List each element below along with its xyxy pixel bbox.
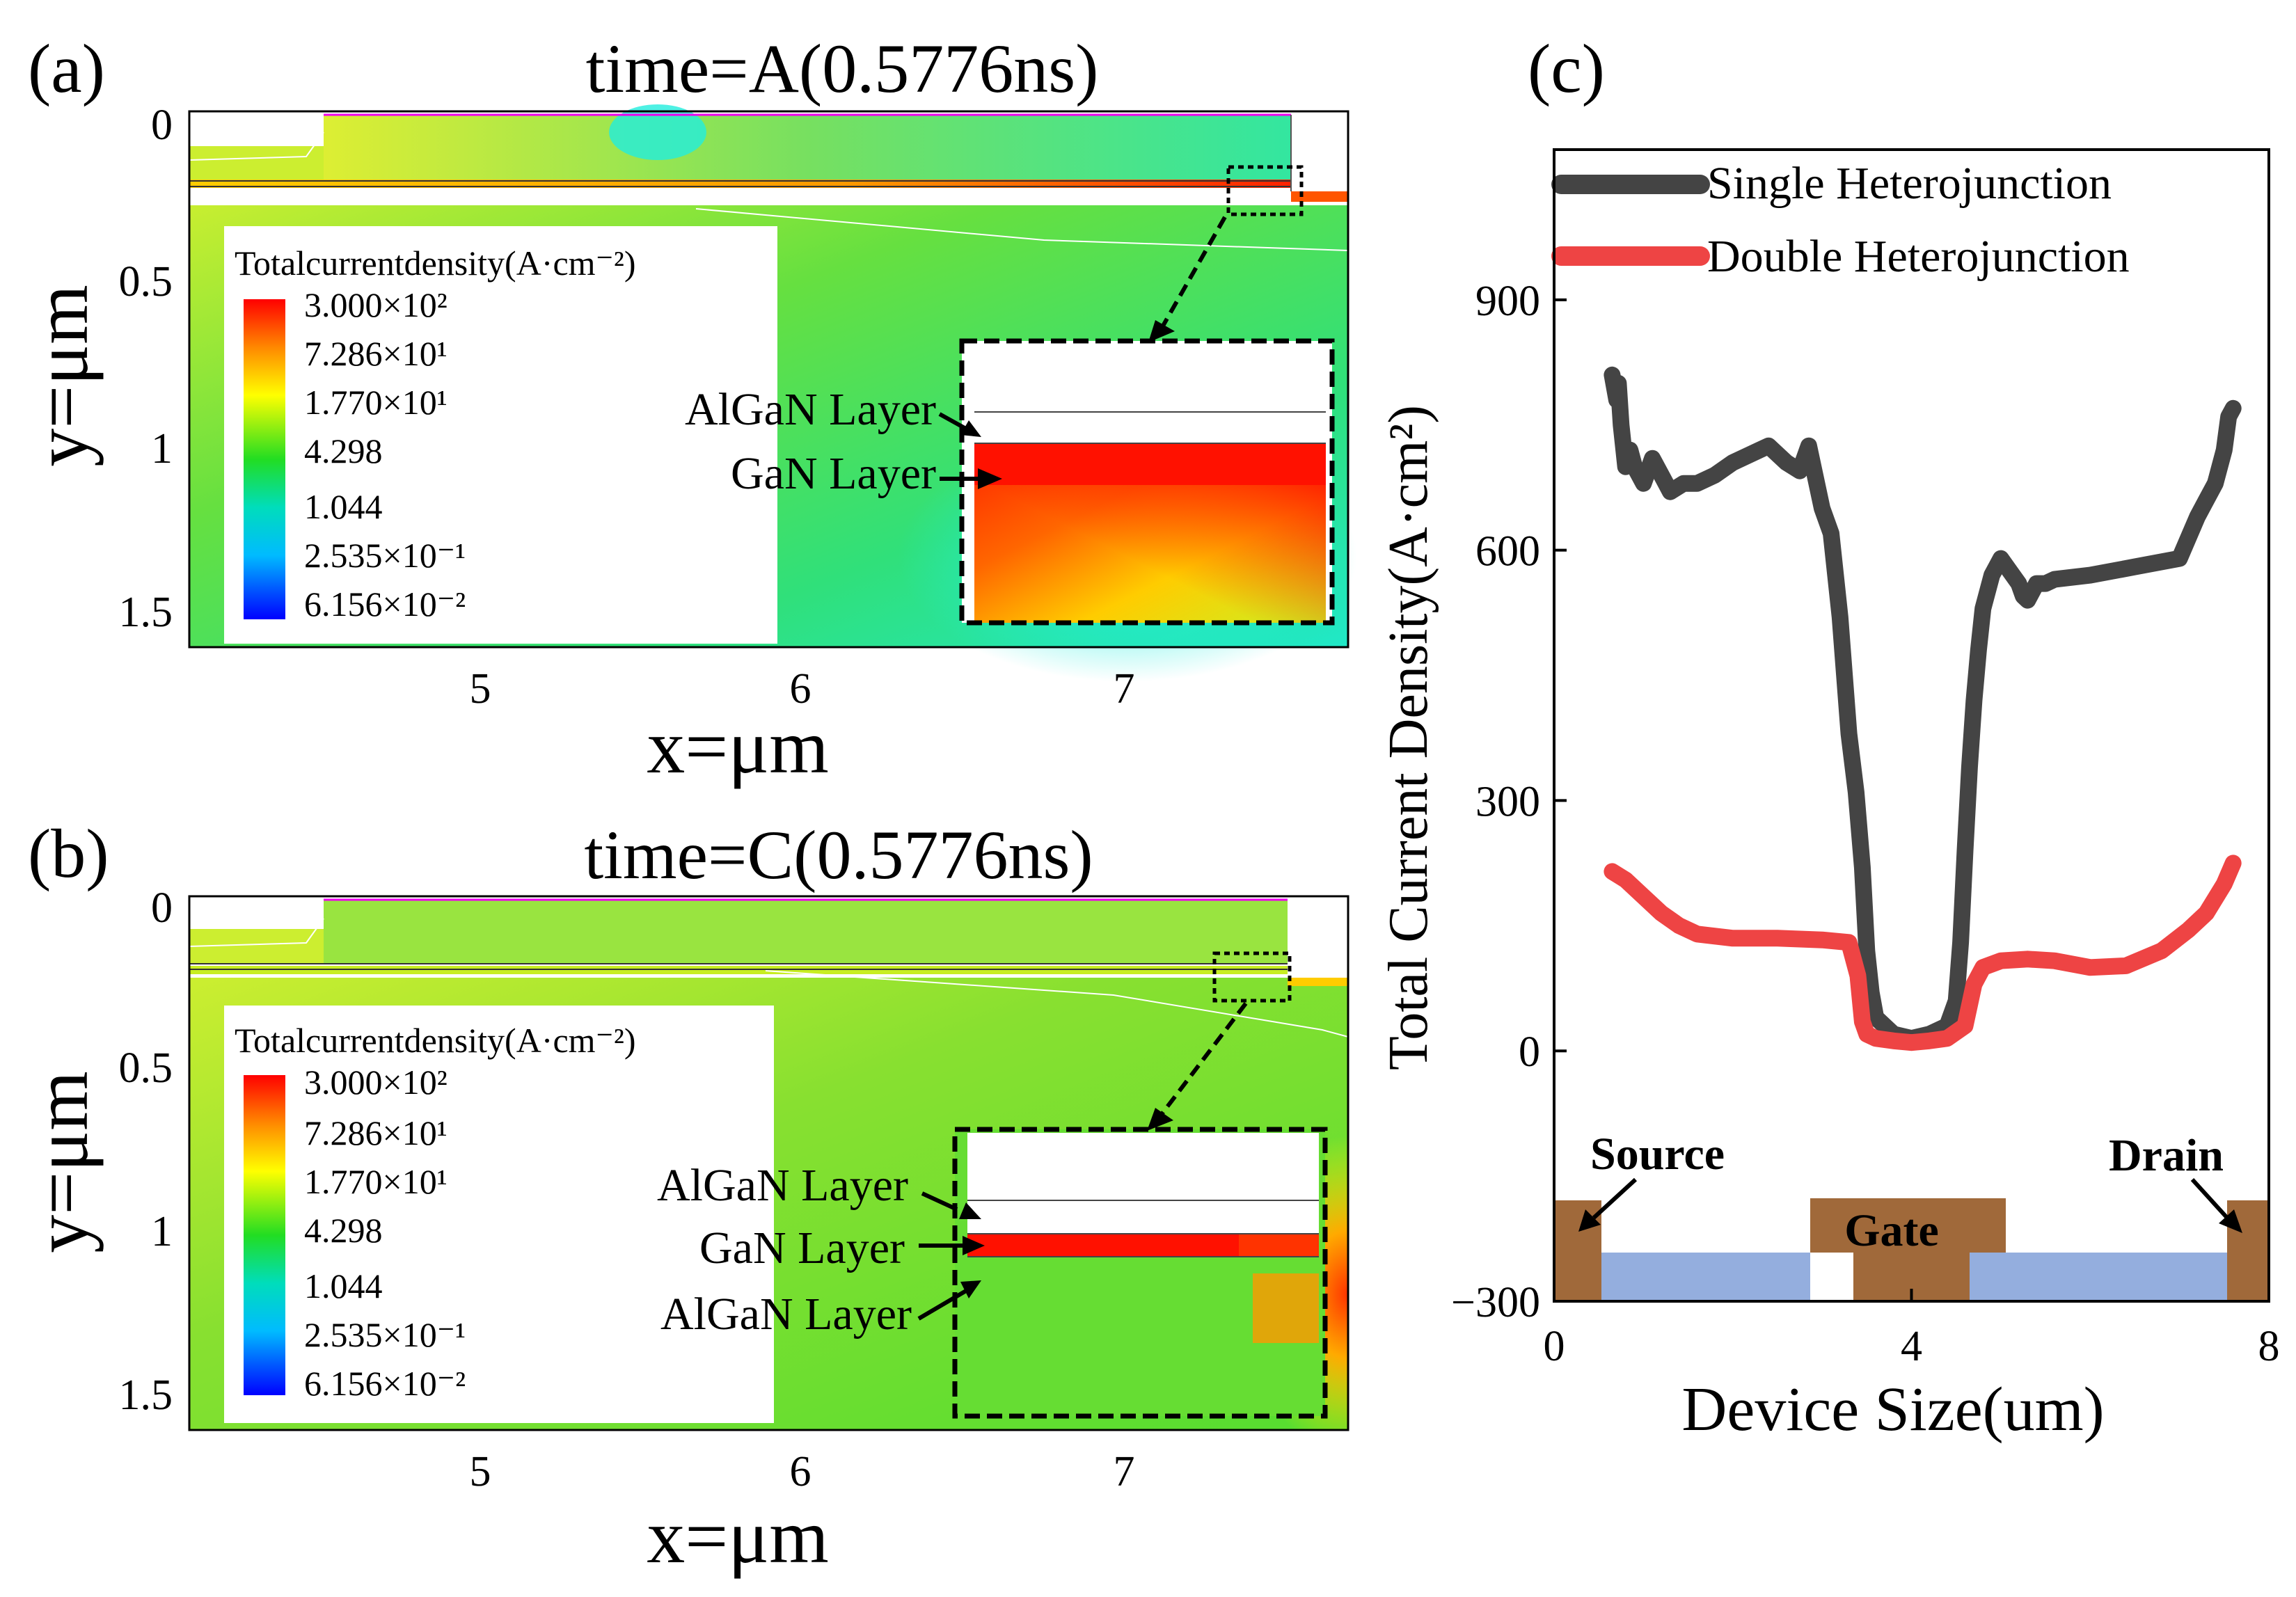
panel-a-legend-entry: 1.770×10¹ [304,383,448,422]
series-layer [1604,366,2242,1051]
y-tick-label: −300 [1451,1279,1540,1326]
chart-legend: Single Heterojunction Double Heterojunct… [1551,158,2130,282]
zoom-box [1212,951,1292,1003]
arrowhead [2219,1209,2242,1233]
y-tick-label: 600 [1475,528,1540,575]
panel-b-legend-entry: 3.000×10² [304,1063,448,1102]
panel-b-ytick: 1.5 [119,1372,173,1419]
panel-b-xtick: 6 [790,1448,811,1495]
panel-b-ytick: 1 [151,1208,173,1255]
device-label-source: Source [1590,1129,1725,1179]
panel-b-xlabel: x=μm [647,1494,829,1579]
arrowhead [960,1280,981,1298]
panel-b-ytick: 0.5 [119,1044,173,1092]
panel-a-ylabel: y=μm [19,285,104,467]
panel-b-legend-title: Totalcurrentdensity(A·cm⁻²) [235,1021,636,1060]
panel-a-legend-entry: 2.535×10⁻¹ [304,536,466,575]
series-line-single [1604,366,2242,1047]
chart-ylabel: Total Current Density(A·cm²) [1378,405,1439,1070]
panel-a-axes: 0 0.5 1 1.5 5 6 7 x=μm y=μm [19,102,1349,789]
arrowhead [960,420,981,437]
arrow [2190,1177,2229,1220]
x-tick-label: 0 [1544,1323,1565,1370]
x-tick-label: 4 [1901,1323,1922,1370]
panel-a-legend-entry: 1.044 [304,487,383,526]
panel-c: (c) Source Gate Drain Single Heterojunct… [1378,30,2280,1444]
arrowhead [978,468,1002,489]
arrow [921,1191,958,1211]
panel-a-legend-entry: 7.286×10¹ [304,334,448,373]
panel-b-colorbar [244,1075,285,1395]
panel-a-letter: (a) [28,30,105,107]
device-label-gate: Gate [1844,1205,1939,1256]
panel-a-ytick: 0.5 [119,258,173,305]
panel-a-colorbar [244,299,285,619]
panel-a-xtick: 5 [470,665,491,713]
panel-a-legend: Totalcurrentdensity(A·cm⁻²) 3.000×10² 7.… [224,226,777,644]
panel-a-xtick: 7 [1114,665,1135,713]
inset-a-label-gan: GaN Layer [731,448,936,499]
panel-a-ytick: 1.5 [119,589,173,636]
panel-a-inset: AlGaN Layer GaN Layer [685,165,1335,626]
device-label-drain: Drain [2109,1130,2224,1181]
chart-xlabel: Device Size(um) [1681,1375,2104,1444]
x-tick-label: 8 [2258,1323,2280,1370]
panel-b-xtick: 7 [1114,1448,1135,1495]
panel-b-legend-entry: 4.298 [304,1211,383,1250]
panel-a-legend-entry: 6.156×10⁻² [304,585,466,623]
panel-a-title: time=A(0.5776ns) [586,30,1099,107]
arrowhead [1148,320,1175,342]
y-tick-label: 0 [1519,1028,1540,1076]
panel-b-legend-entry: 7.286×10¹ [304,1113,448,1152]
y-tick-label: 300 [1475,778,1540,825]
panel-b-legend-entry: 2.535×10⁻¹ [304,1315,466,1354]
panel-b-ylabel: y=μm [19,1071,104,1253]
panel-b-xtick: 5 [470,1448,491,1495]
arrow [1592,1177,1638,1220]
arrowhead [1578,1209,1601,1232]
y-tick-label: 900 [1475,278,1540,325]
panel-c-letter: (c) [1528,30,1605,107]
panel-b-legend-entry: 6.156×10⁻² [304,1364,466,1403]
series-line-double [1604,855,2242,1051]
panel-a-ytick: 1 [151,425,173,472]
arrow [917,1289,967,1321]
inset-b-label-algan-bottom: AlGaN Layer [660,1289,912,1340]
panel-b-legend-entry: 1.770×10¹ [304,1162,448,1201]
panel-b-letter: (b) [28,815,109,892]
panel-a-legend-entry: 3.000×10² [304,285,448,324]
panel-a: (a) time=A(0.5776ns) Totalcurrentdensity… [19,30,1357,789]
legend-label-double: Double Heterojunction [1707,231,2130,282]
arrowhead [959,1202,981,1219]
panel-b-axes: 0 0.5 1 1.5 5 6 7 x=μm y=μm [19,884,1349,1579]
panel-b-inset: AlGaN Layer GaN Layer AlGaN Layer [657,951,1328,1419]
zoom-box [1226,165,1304,216]
inset-b-label-gan: GaN Layer [699,1223,905,1273]
panel-b-legend-entry: 1.044 [304,1266,383,1305]
inset-b-label-algan-top: AlGaN Layer [657,1160,908,1211]
panel-b-ytick: 0 [151,884,173,932]
panel-a-xlabel: x=μm [647,704,829,789]
panel-a-legend-title: Totalcurrentdensity(A·cm⁻²) [235,244,636,283]
arrowhead [1147,1108,1173,1131]
arrowhead [963,1236,985,1255]
panel-a-xtick: 6 [790,665,811,713]
legend-label-single: Single Heterojunction [1707,158,2112,209]
panel-b: (b) time=C(0.5776ns) Totalcurrentdensity… [19,815,1349,1579]
panel-b-title: time=C(0.5776ns) [584,816,1093,893]
panel-a-ytick: 0 [151,102,173,149]
device-cross-section: Source Gate Drain [1554,1129,2269,1301]
inset-a-label-algan: AlGaN Layer [685,384,936,435]
panel-a-legend-entry: 4.298 [304,431,383,470]
panel-b-legend: Totalcurrentdensity(A·cm⁻²) 3.000×10² 7.… [224,1006,774,1423]
